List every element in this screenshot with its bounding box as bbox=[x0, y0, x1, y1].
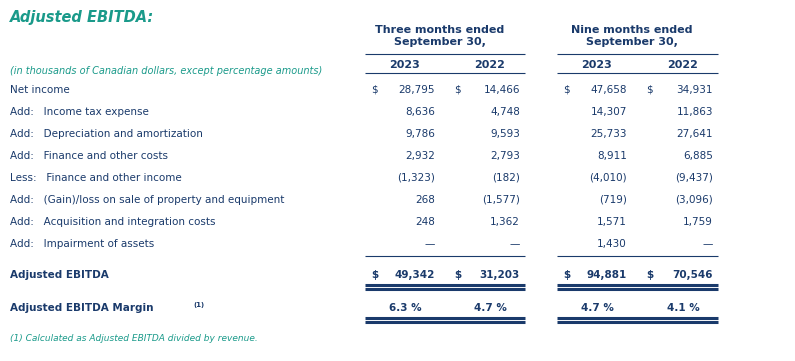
Text: Net income: Net income bbox=[10, 85, 70, 95]
Text: 248: 248 bbox=[415, 217, 435, 227]
Text: (9,437): (9,437) bbox=[675, 173, 713, 183]
Text: —: — bbox=[703, 239, 713, 249]
Text: 9,786: 9,786 bbox=[405, 129, 435, 139]
Text: 4.1 %: 4.1 % bbox=[667, 303, 700, 313]
Text: 14,466: 14,466 bbox=[483, 85, 520, 95]
Text: $: $ bbox=[454, 270, 461, 280]
Text: 8,636: 8,636 bbox=[405, 107, 435, 117]
Text: Add:   (Gain)/loss on sale of property and equipment: Add: (Gain)/loss on sale of property and… bbox=[10, 195, 285, 205]
Text: (1,577): (1,577) bbox=[482, 195, 520, 205]
Text: 2,932: 2,932 bbox=[405, 151, 435, 161]
Text: 2022: 2022 bbox=[668, 60, 699, 70]
Text: Nine months ended
September 30,: Nine months ended September 30, bbox=[572, 25, 692, 47]
Text: Add:   Acquisition and integration costs: Add: Acquisition and integration costs bbox=[10, 217, 215, 227]
Text: 27,641: 27,641 bbox=[677, 129, 713, 139]
Text: (719): (719) bbox=[599, 195, 627, 205]
Text: 268: 268 bbox=[415, 195, 435, 205]
Text: Adjusted EBITDA Margin: Adjusted EBITDA Margin bbox=[10, 303, 153, 313]
Text: Add:   Depreciation and amortization: Add: Depreciation and amortization bbox=[10, 129, 203, 139]
Text: $: $ bbox=[371, 270, 378, 280]
Text: 8,911: 8,911 bbox=[597, 151, 627, 161]
Text: Less:   Finance and other income: Less: Finance and other income bbox=[10, 173, 182, 183]
Text: 4.7 %: 4.7 % bbox=[580, 303, 614, 313]
Text: Add:   Income tax expense: Add: Income tax expense bbox=[10, 107, 149, 117]
Text: (4,010): (4,010) bbox=[589, 173, 627, 183]
Text: 34,931: 34,931 bbox=[677, 85, 713, 95]
Text: 31,203: 31,203 bbox=[479, 270, 520, 280]
Text: 6,885: 6,885 bbox=[683, 151, 713, 161]
Text: 1,571: 1,571 bbox=[597, 217, 627, 227]
Text: $: $ bbox=[563, 85, 570, 95]
Text: 1,430: 1,430 bbox=[597, 239, 627, 249]
Text: $: $ bbox=[646, 270, 653, 280]
Text: Adjusted EBITDA:: Adjusted EBITDA: bbox=[10, 10, 154, 25]
Text: $: $ bbox=[563, 270, 570, 280]
Text: $: $ bbox=[454, 85, 460, 95]
Text: Adjusted EBITDA: Adjusted EBITDA bbox=[10, 270, 109, 280]
Text: 6.3 %: 6.3 % bbox=[389, 303, 421, 313]
Text: 94,881: 94,881 bbox=[587, 270, 627, 280]
Text: (in thousands of Canadian dollars, except percentage amounts): (in thousands of Canadian dollars, excep… bbox=[10, 66, 322, 76]
Text: 2023: 2023 bbox=[390, 60, 421, 70]
Text: (1,323): (1,323) bbox=[398, 173, 435, 183]
Text: $: $ bbox=[646, 85, 653, 95]
Text: 70,546: 70,546 bbox=[673, 270, 713, 280]
Text: (3,096): (3,096) bbox=[675, 195, 713, 205]
Text: 2023: 2023 bbox=[582, 60, 612, 70]
Text: 14,307: 14,307 bbox=[591, 107, 627, 117]
Text: 1,759: 1,759 bbox=[683, 217, 713, 227]
Text: $: $ bbox=[371, 85, 378, 95]
Text: 28,795: 28,795 bbox=[398, 85, 435, 95]
Text: 2,793: 2,793 bbox=[491, 151, 520, 161]
Text: 9,593: 9,593 bbox=[491, 129, 520, 139]
Text: 25,733: 25,733 bbox=[591, 129, 627, 139]
Text: 11,863: 11,863 bbox=[677, 107, 713, 117]
Text: 1,362: 1,362 bbox=[491, 217, 520, 227]
Text: —: — bbox=[510, 239, 520, 249]
Text: 47,658: 47,658 bbox=[591, 85, 627, 95]
Text: Add:   Finance and other costs: Add: Finance and other costs bbox=[10, 151, 168, 161]
Text: 49,342: 49,342 bbox=[394, 270, 435, 280]
Text: 4.7 %: 4.7 % bbox=[474, 303, 506, 313]
Text: (1) Calculated as Adjusted EBITDA divided by revenue.: (1) Calculated as Adjusted EBITDA divide… bbox=[10, 334, 258, 343]
Text: (182): (182) bbox=[492, 173, 520, 183]
Text: —: — bbox=[425, 239, 435, 249]
Text: Three months ended
September 30,: Three months ended September 30, bbox=[375, 25, 505, 47]
Text: (1): (1) bbox=[193, 302, 204, 308]
Text: Add:   Impairment of assets: Add: Impairment of assets bbox=[10, 239, 154, 249]
Text: 2022: 2022 bbox=[475, 60, 506, 70]
Text: 4,748: 4,748 bbox=[491, 107, 520, 117]
